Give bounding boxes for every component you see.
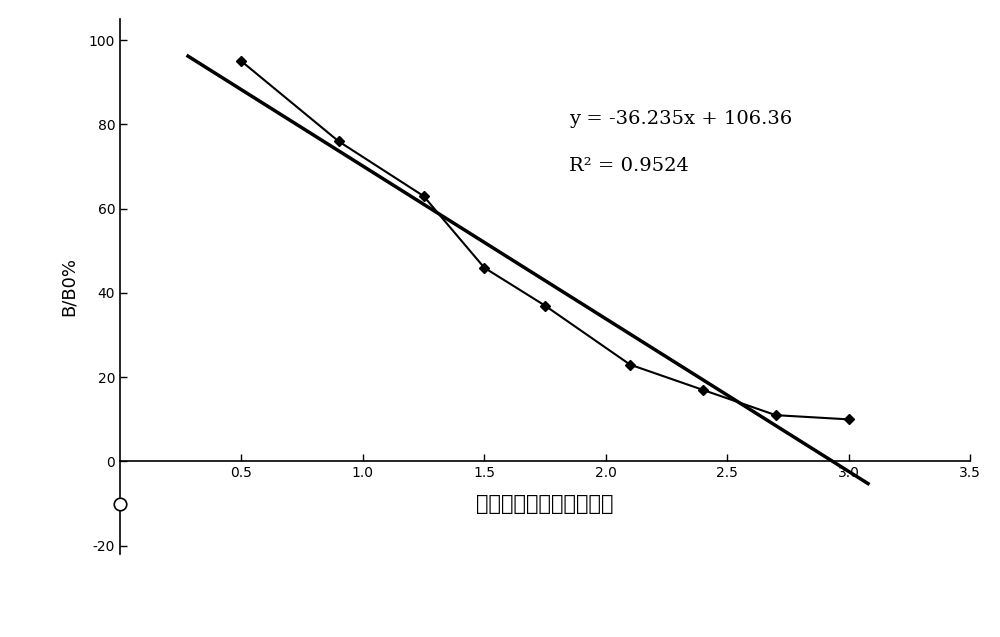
X-axis label: 铜离子螯合物浓度对数值: 铜离子螯合物浓度对数值 [476, 494, 614, 514]
Y-axis label: B/B0%: B/B0% [60, 257, 78, 316]
Text: y = -36.235x + 106.36: y = -36.235x + 106.36 [569, 110, 793, 129]
Text: R² = 0.9524: R² = 0.9524 [569, 157, 689, 175]
